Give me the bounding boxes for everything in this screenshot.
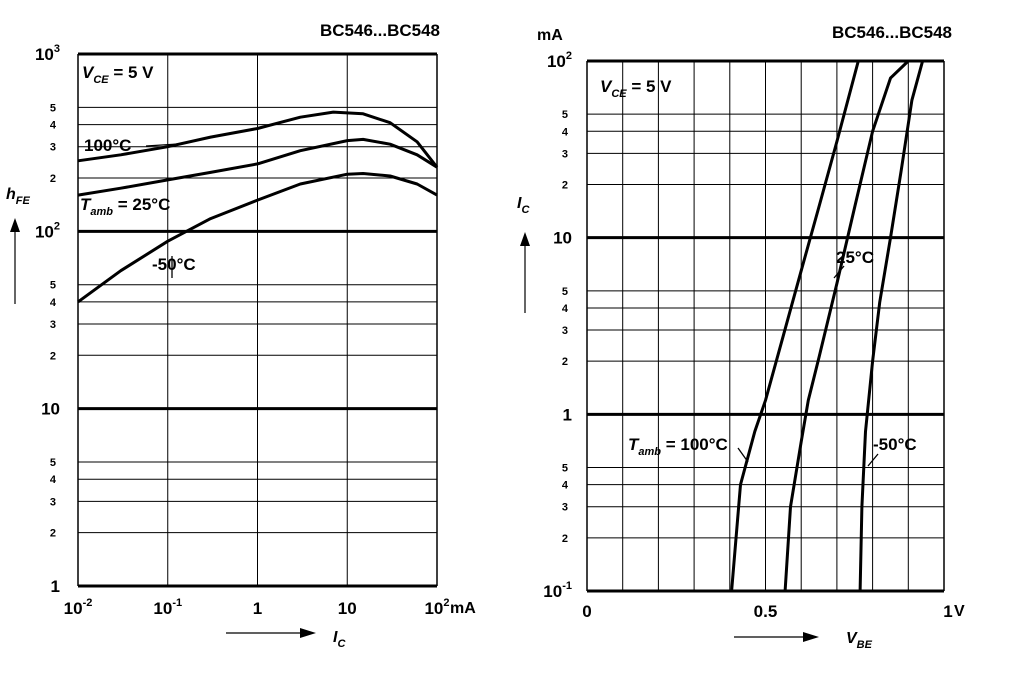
x-tick-label: 102 [424,597,449,618]
y-minor-tick-label: 4 [562,480,569,492]
y-minor-tick-label: 3 [562,502,568,514]
y-minor-tick-label: 2 [562,179,568,191]
x-unit: V [954,603,965,620]
x-unit: mA [450,600,476,617]
series-line-1 [77,137,438,197]
condition-label: VCE = 5 V [600,77,672,100]
y-unit: mA [537,27,563,44]
curve-label-100c: Tamb = 100°C [628,435,728,458]
curve-label-minus50c: -50°C [152,255,196,274]
series-line-0 [730,60,860,592]
y-tick-label: 10-1 [543,580,572,601]
y-minor-tick-label: 2 [562,533,568,545]
x-tick-label: 10 [338,599,357,618]
y-minor-tick-label: 5 [50,457,56,469]
y-minor-tick-label: 5 [562,109,568,121]
series-line-2 [77,172,438,304]
y-tick-labels: 1 10 102 103 2 3 4 5 2 3 4 5 2 3 4 5 [35,43,60,596]
grid [77,52,438,588]
series-line-2 [858,60,925,592]
y-arrow-icon [10,218,20,232]
leader-line-minus50c [867,453,879,467]
hfe-vs-ic-chart: BC546...BC548 1 10 102 103 2 3 4 5 2 3 4 5 2 3 4 5 10-2… [6,21,476,650]
x-tick-label: 1 [253,599,262,618]
y-tick-labels: 10-1 1 10 102 2 3 4 5 2 3 4 5 2 3 4 5 [543,50,572,601]
x-arrow-icon [300,628,316,638]
y-minor-tick-label: 4 [562,303,569,315]
x-tick-labels: 10-2 10-1 1 10 102 [64,597,450,618]
x-arrow-icon [803,632,819,642]
y-minor-tick-label: 3 [50,319,56,331]
y-axis-label: hFE [6,186,31,207]
curve-label-minus50c: -50°C [873,435,917,454]
y-tick-label: 102 [547,50,572,71]
y-tick-label: 102 [35,220,60,241]
x-axis-label: VBE [846,630,873,651]
y-minor-tick-label: 2 [50,173,56,185]
y-tick-label: 103 [35,43,60,64]
leader-line-100c [737,447,749,463]
ic-vs-vbe-chart: BC546...BC548 mA 10-1110102234523452345 … [517,23,965,651]
chart-title: BC546...BC548 [832,23,952,42]
y-minor-tick-label: 4 [562,126,569,138]
curves [730,59,925,592]
curves [77,110,439,304]
y-minor-tick-label: 5 [50,280,56,292]
y-minor-tick-label: 3 [50,142,56,154]
y-minor-tick-label: 3 [50,496,56,508]
x-tick-label: 10-1 [153,597,182,618]
y-minor-tick-label: 5 [562,463,568,475]
y-axis-label: IC [517,195,530,216]
y-minor-tick-label: 3 [562,148,568,160]
y-minor-tick-label: 2 [50,350,56,362]
leader-line-100c [145,143,179,147]
y-tick-label: 10 [41,400,60,419]
x-axis-label: IC [333,629,346,650]
x-tick-label: 10-2 [64,597,93,618]
curve-label-25c: Tamb = 25°C [80,195,170,218]
y-minor-tick-label: 2 [562,356,568,368]
x-tick-label: 0.5 [754,602,778,621]
y-minor-tick-label: 2 [50,528,56,540]
series-line-0 [77,110,439,169]
series-line-1 [783,59,910,592]
curve-label-25c: 25°C [836,248,874,267]
y-minor-tick-label: 4 [50,120,57,132]
grid [586,59,945,593]
chart-title: BC546...BC548 [320,21,440,40]
x-tick-label: 0 [582,602,591,621]
y-tick-label: 1 [563,405,572,424]
y-minor-tick-label: 5 [562,286,568,298]
x-tick-labels: 0 0.5 1 [582,602,952,621]
x-tick-label: 1 [943,602,952,621]
y-arrow-icon [520,232,530,246]
y-minor-tick-label: 4 [50,297,57,309]
leader-line-25c [833,265,845,279]
y-minor-tick-label: 3 [562,325,568,337]
y-tick-label: 1 [51,577,60,596]
y-minor-tick-label: 4 [50,474,57,486]
condition-label: VCE = 5 V [82,63,154,86]
curve-label-100c: 100°C [84,136,131,155]
y-tick-label: 10 [553,229,572,248]
y-minor-tick-label: 5 [50,102,56,114]
